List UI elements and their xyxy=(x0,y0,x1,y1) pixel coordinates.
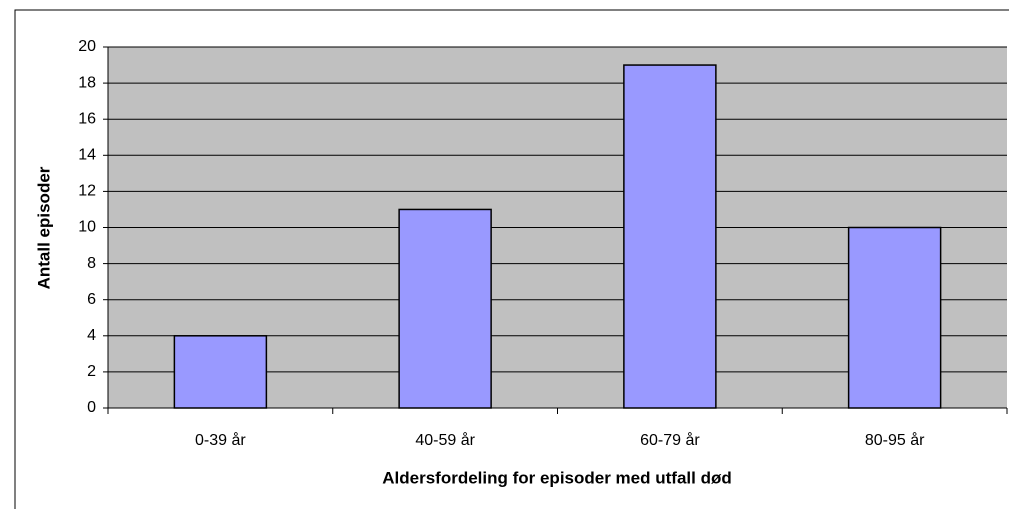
y-tick-label: 8 xyxy=(87,255,96,272)
y-tick-label: 4 xyxy=(87,327,96,344)
y-tick-label: 0 xyxy=(87,399,96,416)
bar xyxy=(398,208,492,409)
y-tick-label: 18 xyxy=(78,74,96,91)
bar xyxy=(623,64,717,409)
y-tick-label: 2 xyxy=(87,363,96,380)
x-tick-label: 0-39 år xyxy=(195,431,246,449)
y-tick-label: 10 xyxy=(78,219,96,236)
y-tick-label: 14 xyxy=(78,147,96,164)
x-tick-label: 40-59 år xyxy=(415,431,475,449)
x-tick-label: 80-95 år xyxy=(865,431,925,449)
x-tick-label: 60-79 år xyxy=(640,431,700,449)
bar xyxy=(847,226,942,409)
bar xyxy=(173,335,268,409)
x-axis-title: Aldersfordeling for episoder med utfall … xyxy=(382,468,731,487)
y-tick-label: 6 xyxy=(87,291,96,308)
y-axis-title: Antall episoder xyxy=(34,166,53,289)
y-tick-label: 16 xyxy=(78,110,96,127)
y-tick-label: 12 xyxy=(78,183,96,200)
y-tick-label: 20 xyxy=(78,38,96,55)
